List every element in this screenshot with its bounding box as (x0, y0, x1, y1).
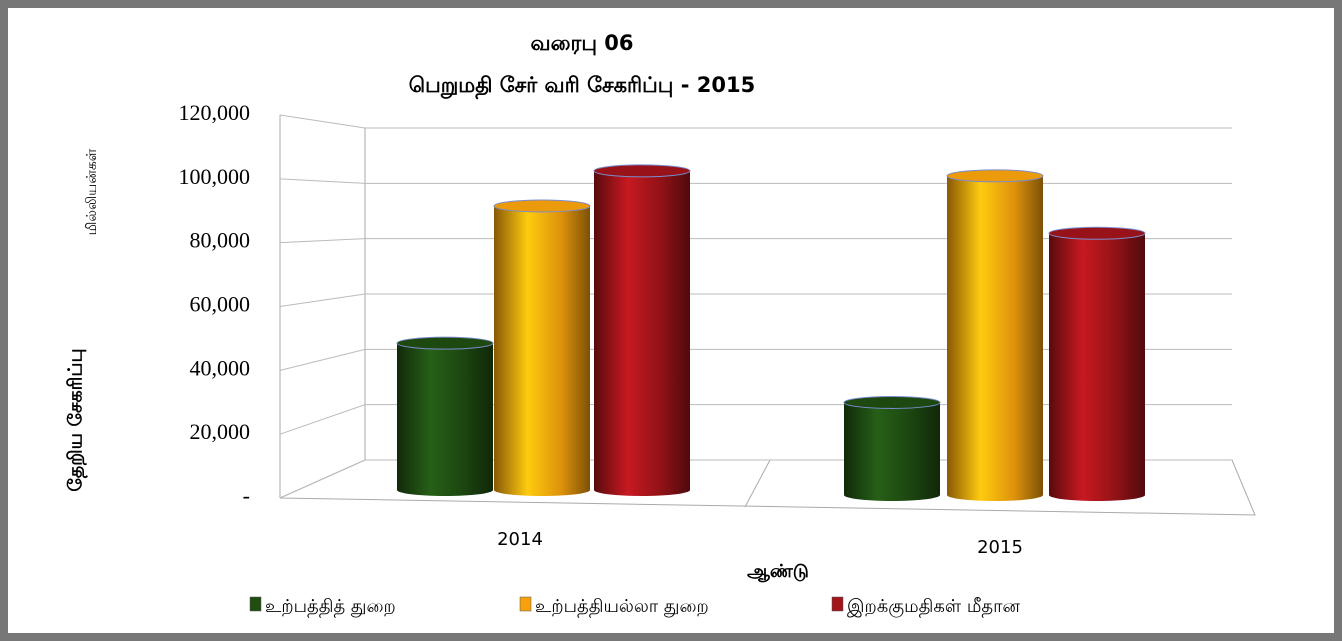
legend-swatch (249, 596, 262, 612)
y-tick-label: 40,000 (190, 355, 251, 380)
cylinder-body (397, 343, 493, 496)
bar (843, 395, 941, 501)
x-tick-label: 2014 (497, 529, 543, 550)
legend-label: இறக்குமதிகள் மீதான (847, 596, 1021, 618)
cylinder-body (844, 402, 940, 501)
y-axis-label: தேறிய சேகரிப்பு (65, 348, 89, 491)
cylinder-top (843, 395, 941, 409)
floor-divider (744, 459, 771, 508)
grid-line (279, 293, 1232, 307)
grid-line (279, 114, 1232, 129)
bar (1048, 226, 1146, 502)
chart-title: வரைபு 06 (531, 31, 634, 55)
x-tick-label: 2015 (977, 537, 1023, 558)
grid-line (279, 178, 1232, 184)
y-tick-label: 80,000 (190, 228, 251, 253)
cylinder-top (493, 199, 591, 213)
grid-line (279, 404, 1232, 435)
y-tick-label: 20,000 (190, 419, 251, 444)
y-tick-label: - (243, 483, 250, 508)
chart-subtitle: பெறுமதி சேர் வரி சேகரிப்பு - 2015 (409, 73, 755, 100)
cylinder-body (494, 205, 590, 497)
bar (946, 169, 1044, 502)
cylinder-body (1049, 233, 1145, 502)
y-tick-label: 120,000 (179, 100, 251, 125)
y-tick-label: 100,000 (179, 164, 251, 189)
cylinder-top (593, 164, 691, 178)
cylinder-top (396, 336, 494, 350)
y-tick-label: 60,000 (190, 292, 251, 317)
cylinder-top (946, 169, 1044, 183)
cylinder-top (1048, 226, 1146, 240)
legend-swatch (519, 596, 532, 612)
cylinder-body (594, 170, 690, 497)
bar (593, 164, 691, 497)
grid-line (279, 459, 1232, 499)
x-axis-label: ஆண்டு (747, 561, 809, 582)
grid-line (279, 238, 1232, 244)
legend-label: உற்பத்தியல்லா துறை (535, 596, 709, 618)
cylinder-body (947, 175, 1043, 502)
legend-label: உற்பத்தித் துறை (265, 596, 396, 618)
grid-line (279, 348, 1232, 371)
y-unit-label: மில்லியன்கள் (84, 148, 100, 235)
bar (493, 199, 591, 497)
bar (396, 336, 494, 496)
legend-swatch (831, 596, 844, 612)
